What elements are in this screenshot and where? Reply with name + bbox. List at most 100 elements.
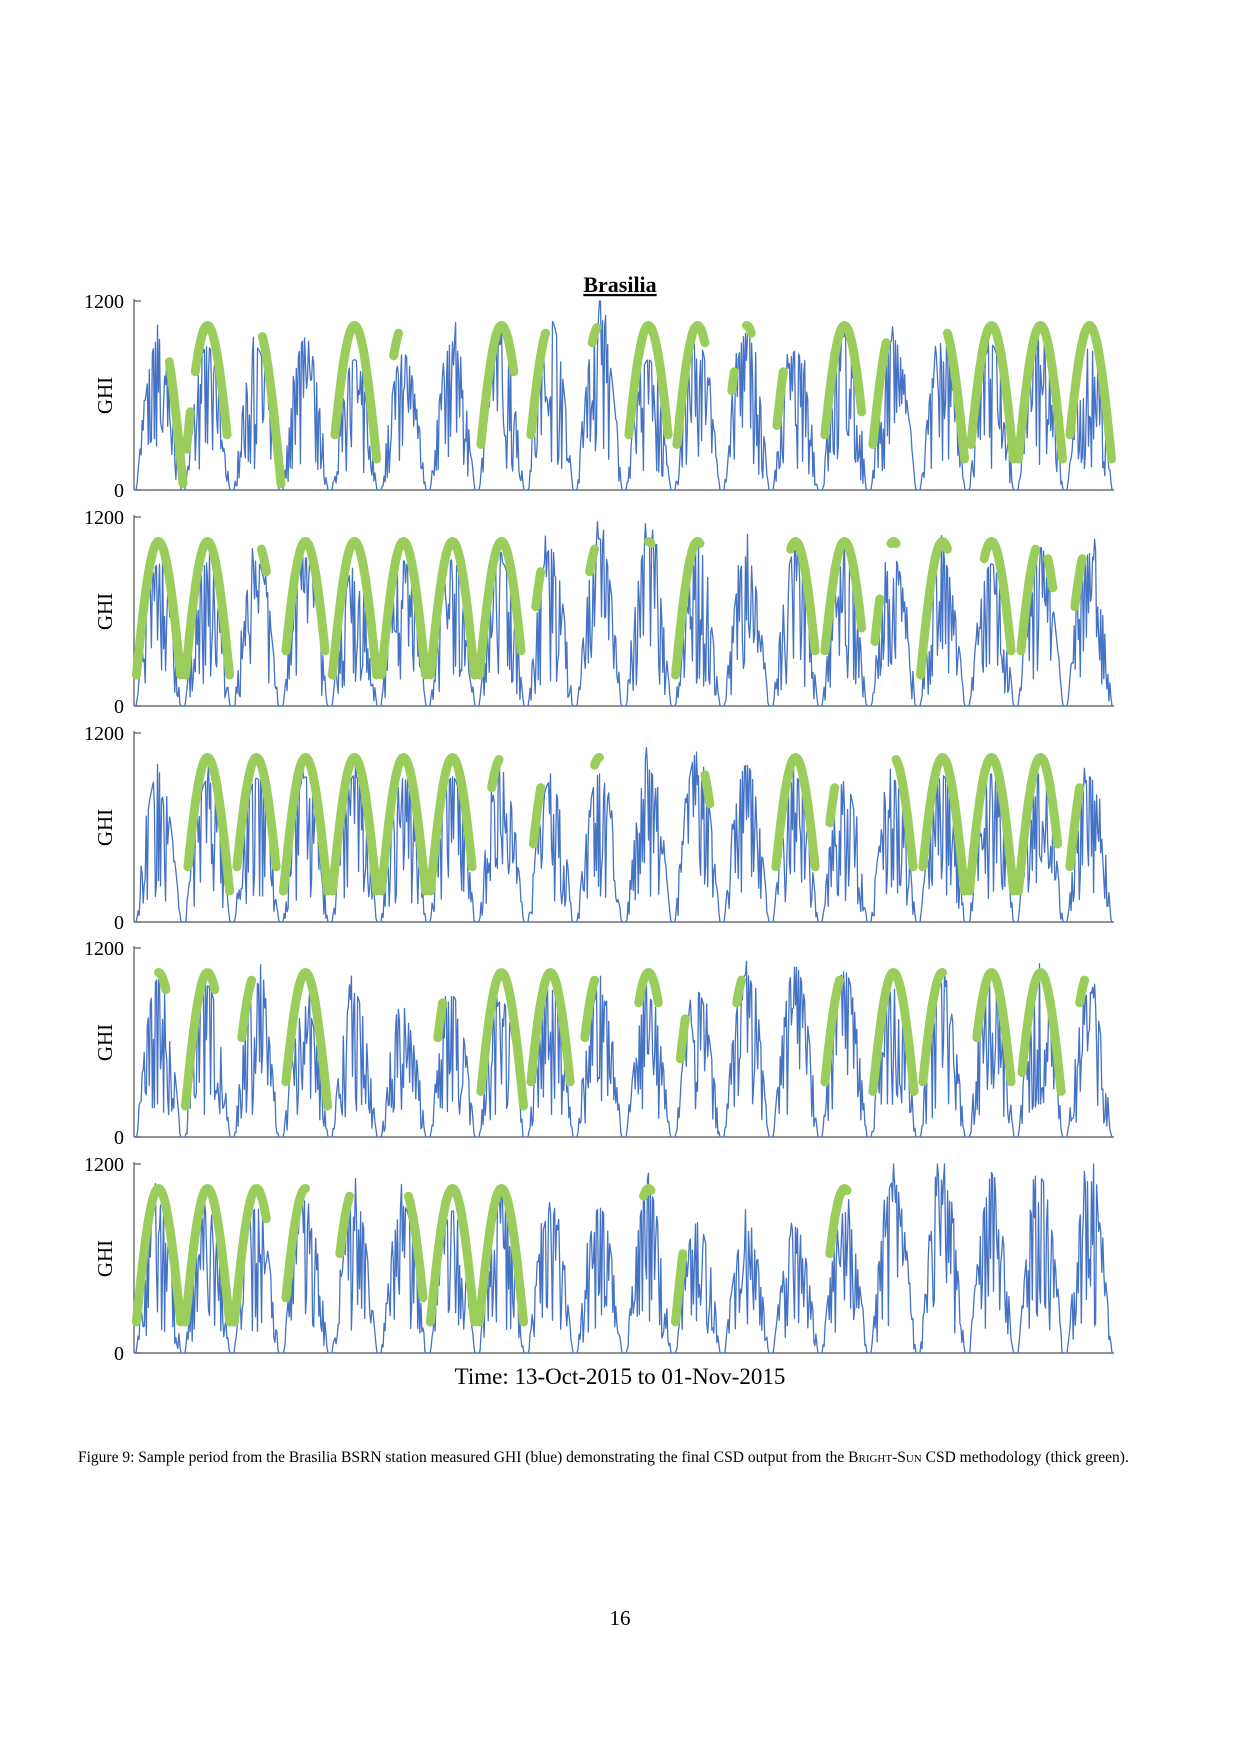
csd-segment bbox=[476, 321, 519, 449]
csd-segment bbox=[425, 1184, 480, 1327]
csd-segment bbox=[700, 770, 715, 809]
csd-segment bbox=[1043, 554, 1058, 593]
y-tick-label: 0 bbox=[114, 696, 124, 718]
csd-segment bbox=[389, 328, 404, 361]
csd-segment bbox=[154, 968, 171, 995]
csd-segment bbox=[585, 544, 600, 577]
y-tick-label: 0 bbox=[114, 1343, 124, 1365]
ghi-panel: 0 1200 GHI bbox=[84, 1154, 1114, 1365]
ghi-panel: 0 1200 GHI bbox=[84, 507, 1114, 718]
csd-segment bbox=[771, 753, 820, 872]
csd-segment bbox=[820, 975, 845, 1087]
csd-segment bbox=[281, 537, 330, 656]
csd-segment bbox=[972, 968, 1016, 1087]
csd-segment bbox=[772, 367, 788, 430]
csd-segment bbox=[918, 753, 969, 896]
csd-segment bbox=[433, 998, 448, 1043]
ghi-series-line bbox=[134, 520, 1114, 707]
csd-segment bbox=[237, 975, 257, 1043]
csd-segment bbox=[820, 537, 867, 656]
csd-segment bbox=[474, 1184, 528, 1327]
csd-segment bbox=[425, 537, 480, 680]
csd-segment bbox=[528, 783, 546, 849]
figure-title: Brasilia bbox=[583, 272, 656, 297]
caption-text-after: CSD methodology (thick green). bbox=[925, 1449, 1129, 1466]
ghi-panel: 0 1200 GHI bbox=[84, 291, 1116, 502]
y-tick-label: 1200 bbox=[84, 291, 124, 313]
csd-segment bbox=[590, 753, 604, 770]
y-tick-label: 1200 bbox=[84, 723, 124, 745]
csd-segment bbox=[644, 537, 656, 548]
y-tick-label: 0 bbox=[114, 912, 124, 934]
csd-segment bbox=[732, 975, 747, 1008]
csd-segment bbox=[181, 407, 195, 454]
csd-segment bbox=[403, 1191, 428, 1303]
ghi-figure: Brasilia 0 1200 GHI 0 1200 GHI 0 1200 GHI 0 1200 GH… bbox=[84, 272, 1116, 1389]
csd-segment bbox=[327, 753, 382, 896]
csd-segment bbox=[639, 1184, 656, 1201]
csd-segment bbox=[916, 537, 952, 680]
csd-segment bbox=[742, 321, 756, 338]
ghi-panel: 0 1200 GHI bbox=[84, 723, 1114, 934]
caption-text-before: Sample period from the Brasilia BSRN sta… bbox=[138, 1449, 845, 1466]
csd-segment bbox=[180, 1184, 235, 1327]
csd-segment bbox=[825, 1184, 852, 1259]
csd-segment bbox=[868, 968, 919, 1096]
csd-segment bbox=[580, 975, 600, 1043]
caption-label: Figure 9: bbox=[78, 1449, 135, 1466]
csd-segment bbox=[232, 753, 281, 872]
csd-segment bbox=[587, 323, 602, 348]
csd-segment bbox=[671, 537, 705, 680]
csd-segment bbox=[886, 537, 901, 548]
csd-segment bbox=[190, 321, 232, 440]
x-axis-label: Time: 13-Oct-2015 to 01-Nov-2015 bbox=[455, 1364, 786, 1389]
csd-segment bbox=[425, 753, 477, 896]
csd-segment bbox=[965, 753, 1018, 896]
csd-segment bbox=[256, 544, 271, 577]
csd-segment bbox=[1065, 783, 1085, 872]
ghi-series-line bbox=[134, 1163, 1114, 1354]
y-tick-label: 1200 bbox=[84, 938, 124, 960]
csd-segment bbox=[634, 968, 663, 1008]
csd-segment bbox=[476, 968, 528, 1111]
y-axis-label: GHI bbox=[93, 1240, 117, 1277]
csd-segment bbox=[526, 328, 551, 440]
ghi-panel: 0 1200 GHI bbox=[84, 938, 1114, 1149]
csd-segment bbox=[180, 537, 235, 680]
csd-segment bbox=[671, 1249, 688, 1327]
csd-segment bbox=[281, 1184, 310, 1303]
csd-segment bbox=[868, 338, 891, 449]
csd-segment bbox=[786, 537, 820, 656]
csd-segment bbox=[918, 968, 947, 1087]
y-tick-label: 1200 bbox=[84, 507, 124, 529]
csd-segment bbox=[1065, 321, 1116, 464]
y-axis-label: GHI bbox=[93, 377, 117, 414]
csd-segment bbox=[624, 321, 673, 440]
csd-segment bbox=[487, 755, 504, 793]
y-axis-label: GHI bbox=[93, 593, 117, 630]
csd-segment bbox=[1017, 968, 1066, 1096]
y-tick-label: 1200 bbox=[84, 1154, 124, 1176]
csd-segment bbox=[278, 753, 333, 896]
csd-segment bbox=[376, 537, 431, 680]
csd-segment bbox=[376, 753, 431, 896]
y-tick-label: 0 bbox=[114, 480, 124, 502]
csd-segment bbox=[942, 328, 969, 464]
csd-segment bbox=[1014, 321, 1067, 464]
csd-segment bbox=[675, 1014, 690, 1064]
figure-caption: Figure 9: Sample period from the Brasili… bbox=[78, 1448, 1164, 1467]
y-axis-label: GHI bbox=[93, 1024, 117, 1061]
csd-segment bbox=[526, 968, 575, 1087]
ghi-series-line bbox=[134, 747, 1114, 923]
page-number: 16 bbox=[609, 1606, 631, 1630]
csd-segment bbox=[1070, 554, 1087, 612]
csd-segment bbox=[474, 537, 526, 680]
csd-segment bbox=[531, 567, 546, 612]
csd-segment bbox=[820, 321, 867, 440]
csd-segment bbox=[825, 783, 840, 828]
csd-segment bbox=[870, 594, 885, 646]
csd-segment bbox=[672, 321, 710, 449]
ghi-series-line bbox=[134, 300, 1114, 491]
csd-segment bbox=[1014, 753, 1063, 896]
csd-segment bbox=[180, 968, 220, 1111]
